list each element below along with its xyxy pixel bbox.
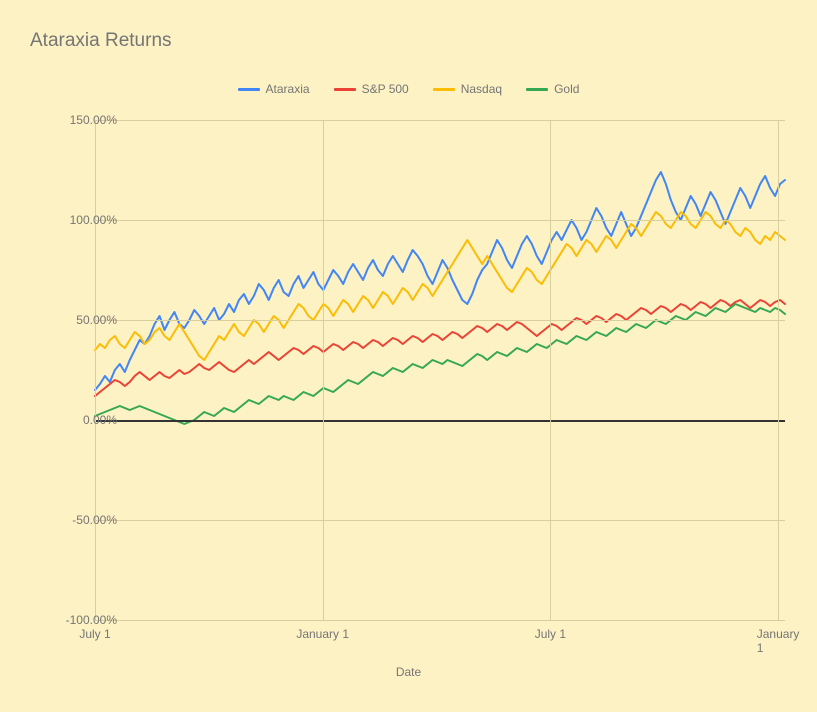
chart-title: Ataraxia Returns bbox=[30, 30, 172, 52]
y-tick-label: 150.00% bbox=[47, 113, 117, 127]
legend-swatch bbox=[526, 88, 548, 91]
legend-item-ataraxia: Ataraxia bbox=[238, 82, 310, 96]
series-line-ataraxia bbox=[95, 172, 785, 390]
x-tick-label: July 1 bbox=[535, 627, 566, 641]
grid-line-h bbox=[95, 620, 785, 621]
x-tick-label: January 1 bbox=[296, 627, 349, 641]
y-tick-label: 0.00% bbox=[47, 413, 117, 427]
grid-line-v bbox=[550, 120, 551, 620]
legend-swatch bbox=[238, 88, 260, 91]
legend: Ataraxia S&P 500 Nasdaq Gold bbox=[0, 82, 817, 96]
legend-item-gold: Gold bbox=[526, 82, 579, 96]
plot-area bbox=[95, 120, 785, 620]
chart-container: Ataraxia Returns Ataraxia S&P 500 Nasdaq… bbox=[0, 0, 817, 712]
grid-line-v bbox=[778, 120, 779, 620]
x-tick-label: January 1 bbox=[757, 627, 800, 655]
y-tick-label: 50.00% bbox=[47, 313, 117, 327]
grid-line-h bbox=[95, 120, 785, 121]
legend-item-sp500: S&P 500 bbox=[334, 82, 409, 96]
x-tick-label: July 1 bbox=[79, 627, 110, 641]
y-tick-label: 100.00% bbox=[47, 213, 117, 227]
y-tick-label: -50.00% bbox=[47, 513, 117, 527]
legend-label: Ataraxia bbox=[266, 82, 310, 96]
grid-line-h bbox=[95, 320, 785, 321]
grid-line-v bbox=[323, 120, 324, 620]
chart-svg bbox=[95, 120, 785, 620]
y-tick-label: -100.00% bbox=[47, 613, 117, 627]
grid-line-h bbox=[95, 520, 785, 521]
grid-line-v bbox=[95, 120, 96, 620]
x-axis-label: Date bbox=[0, 665, 817, 679]
legend-item-nasdaq: Nasdaq bbox=[433, 82, 502, 96]
legend-label: Gold bbox=[554, 82, 579, 96]
legend-swatch bbox=[334, 88, 356, 91]
legend-label: Nasdaq bbox=[461, 82, 502, 96]
legend-swatch bbox=[433, 88, 455, 91]
zero-line bbox=[95, 420, 785, 422]
grid-line-h bbox=[95, 220, 785, 221]
legend-label: S&P 500 bbox=[362, 82, 409, 96]
